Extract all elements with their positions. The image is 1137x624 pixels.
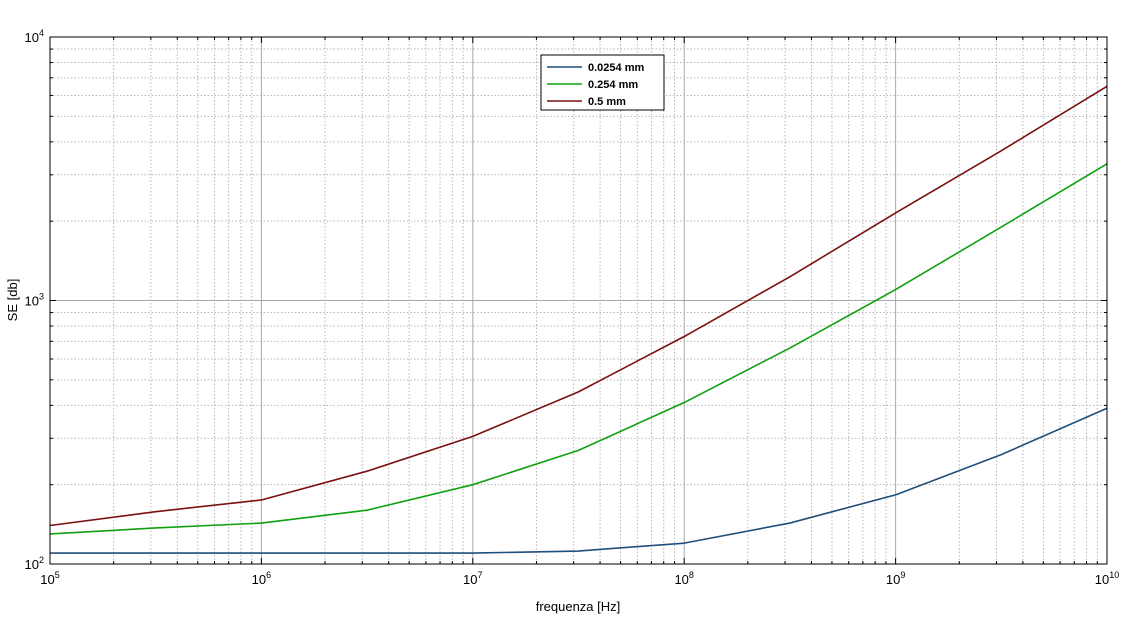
x-tick-label-base: 10 <box>674 572 688 587</box>
x-tick-label-base: 10 <box>40 572 54 587</box>
x-tick-label: 106 <box>252 570 271 587</box>
y-tick-label-base: 10 <box>25 557 39 572</box>
x-tick-label: 107 <box>463 570 482 587</box>
series-line-2 <box>49 85 1108 527</box>
x-tick-label-exponent: 5 <box>55 570 60 580</box>
x-tick-label: 109 <box>886 570 905 587</box>
x-tick-label-base: 10 <box>1095 572 1109 587</box>
x-tick-label: 1010 <box>1095 570 1119 587</box>
y-tick-label-exponent: 2 <box>39 555 44 565</box>
x-tick-label-exponent: 8 <box>689 570 694 580</box>
y-tick-label-base: 10 <box>25 30 39 45</box>
x-tick-label-base: 10 <box>252 572 266 587</box>
legend: 0.0254 mm 0.254 mm 0.5 mm <box>540 54 665 111</box>
series-layer <box>49 85 1108 554</box>
series-line-1 <box>49 163 1108 535</box>
y-tick-label-exponent: 4 <box>39 28 44 38</box>
x-tick-label: 105 <box>40 570 59 587</box>
x-tick-label: 108 <box>674 570 693 587</box>
y-tick-label: 102 <box>25 555 44 572</box>
x-axis-label: frequenza [Hz] <box>536 599 621 614</box>
major-grid <box>50 37 1107 564</box>
x-tick-label-base: 10 <box>886 572 900 587</box>
series-line-0 <box>50 407 1108 554</box>
y-tick-label-exponent: 3 <box>39 292 44 302</box>
legend-label-0: 0.0254 mm <box>588 62 644 74</box>
legend-label-2: 0.5 mm <box>588 96 626 108</box>
y-tick-label: 104 <box>25 28 44 45</box>
x-tick-label-base: 10 <box>463 572 477 587</box>
y-tick-label-base: 10 <box>25 294 39 309</box>
legend-label-1: 0.254 mm <box>588 79 638 91</box>
y-axis-label: SE [db] <box>5 279 20 322</box>
x-tick-label-exponent: 10 <box>1109 570 1119 580</box>
x-tick-label-exponent: 6 <box>266 570 271 580</box>
x-tick-label-exponent: 7 <box>478 570 483 580</box>
y-tick-label: 103 <box>25 292 44 309</box>
x-tick-label-exponent: 9 <box>900 570 905 580</box>
x-axis-ticks: 105 106 107 108 109 1010 <box>40 37 1119 587</box>
